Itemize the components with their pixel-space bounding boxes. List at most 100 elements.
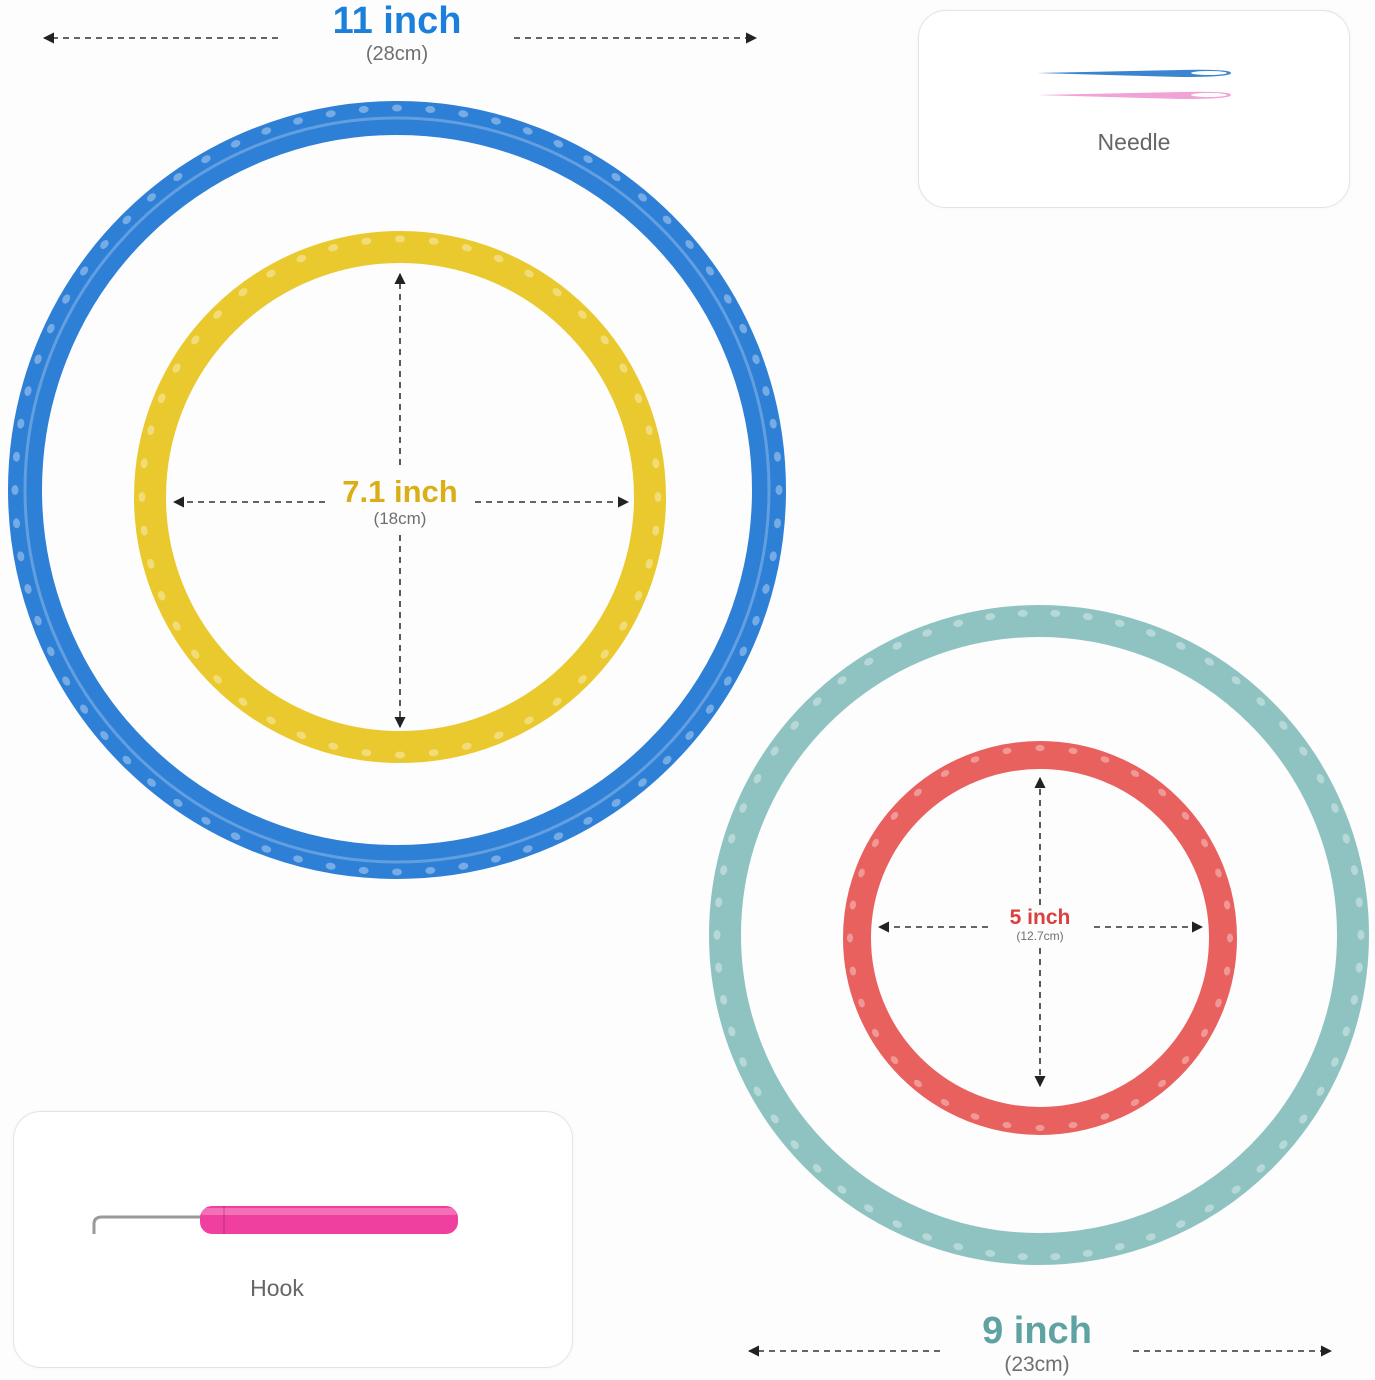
loom-peg xyxy=(157,393,166,404)
hook-icon xyxy=(92,1206,458,1234)
loom-peg xyxy=(296,731,307,740)
loom-peg xyxy=(638,778,647,787)
loom-peg xyxy=(728,833,736,844)
loom-peg xyxy=(773,518,782,529)
loom-peg xyxy=(296,254,307,263)
loom-peg xyxy=(140,525,148,536)
loom-peg xyxy=(361,749,372,757)
loom-peg xyxy=(230,832,241,841)
loom-peg xyxy=(490,117,501,125)
loom-peg xyxy=(871,1028,880,1038)
needle-card: Needle xyxy=(918,10,1350,208)
pink-needle xyxy=(1037,91,1231,99)
loom-peg xyxy=(46,323,55,334)
loom-peg xyxy=(890,1056,899,1065)
yellow-ring-size: 7.1 inch xyxy=(342,474,458,509)
loom-peg xyxy=(191,649,200,659)
teal-loom-ring xyxy=(709,605,1369,1265)
loom-peg xyxy=(619,363,628,373)
loom-peg xyxy=(34,354,42,365)
loom-peg xyxy=(753,1086,762,1096)
loom-peg xyxy=(770,1114,779,1124)
loom-peg xyxy=(634,393,643,404)
loom-peg xyxy=(12,518,21,529)
loom-peg xyxy=(1215,868,1222,878)
loom-peg xyxy=(46,646,55,657)
loom-peg xyxy=(1100,756,1110,763)
loom-peg xyxy=(1100,1113,1110,1120)
loom-peg xyxy=(157,590,166,601)
loom-peg xyxy=(173,173,183,182)
loom-peg xyxy=(858,998,865,1008)
loom-peg xyxy=(238,288,248,297)
loom-peg xyxy=(953,1243,964,1251)
loom-peg xyxy=(458,110,469,118)
loom-peg xyxy=(752,354,760,365)
loom-peg xyxy=(953,619,964,627)
loom-peg xyxy=(970,756,980,763)
loom-peg xyxy=(846,933,854,943)
loom-peg xyxy=(723,294,732,304)
loom-peg xyxy=(1035,1124,1045,1132)
loom-peg xyxy=(428,749,439,757)
loom-peg xyxy=(552,697,562,706)
loom-peg xyxy=(147,558,155,569)
loom-peg xyxy=(662,755,672,765)
loom-peg xyxy=(11,485,19,495)
yellow-loom-ring xyxy=(134,231,666,763)
loom-peg xyxy=(62,294,71,304)
loom-peg xyxy=(611,798,621,807)
loom-peg xyxy=(892,642,902,650)
loom-peg xyxy=(392,104,402,112)
loom-peg xyxy=(739,323,748,334)
loom-peg xyxy=(1145,1233,1156,1241)
loom-peg xyxy=(1035,744,1045,752)
loom-peg xyxy=(720,994,728,1005)
loom-peg xyxy=(361,237,372,245)
loom-peg xyxy=(1215,998,1222,1008)
loom-peg xyxy=(1204,1204,1214,1213)
teal-ring-metric: (23cm) xyxy=(1004,1353,1070,1376)
loom-peg xyxy=(201,155,211,164)
loom-peg xyxy=(1331,803,1339,813)
loom-peg xyxy=(685,731,694,740)
loom-peg xyxy=(913,1079,922,1088)
loom-peg xyxy=(1158,788,1167,797)
loom-peg xyxy=(261,845,272,853)
loom-peg xyxy=(490,855,501,863)
loom-peg xyxy=(1350,865,1358,876)
loom-peg xyxy=(1176,642,1186,650)
loom-peg xyxy=(790,720,799,730)
loom-peg xyxy=(266,269,276,278)
loom-peg xyxy=(238,697,248,706)
loom-peg xyxy=(812,1164,822,1173)
loom-peg xyxy=(713,930,721,940)
loom-peg xyxy=(1130,1098,1140,1107)
loom-peg xyxy=(619,621,628,631)
yellow-ring-metric: (18cm) xyxy=(373,509,427,528)
loom-peg xyxy=(191,335,200,345)
blue-ring-metric: (28cm) xyxy=(365,43,429,65)
loom-peg xyxy=(970,1113,980,1120)
loom-peg xyxy=(392,868,402,876)
loom-peg xyxy=(871,838,880,848)
loom-peg xyxy=(611,173,621,182)
loom-peg xyxy=(425,866,436,875)
loom-peg xyxy=(654,492,662,502)
loom-peg xyxy=(638,193,647,202)
loom-peg xyxy=(739,803,747,813)
teal-ring-size: 9 inch xyxy=(982,1310,1092,1352)
loom-peg xyxy=(752,615,760,626)
loom-peg xyxy=(1299,746,1308,756)
loom-peg xyxy=(864,1204,874,1213)
hook-label: Hook xyxy=(250,1275,304,1301)
loom-peg xyxy=(552,288,562,297)
loom-peg xyxy=(1050,609,1061,617)
loom-peg xyxy=(80,266,89,276)
loom-peg xyxy=(425,105,436,114)
loom-peg xyxy=(1181,1056,1190,1065)
loom-peg xyxy=(261,127,272,135)
loom-peg xyxy=(583,155,593,164)
